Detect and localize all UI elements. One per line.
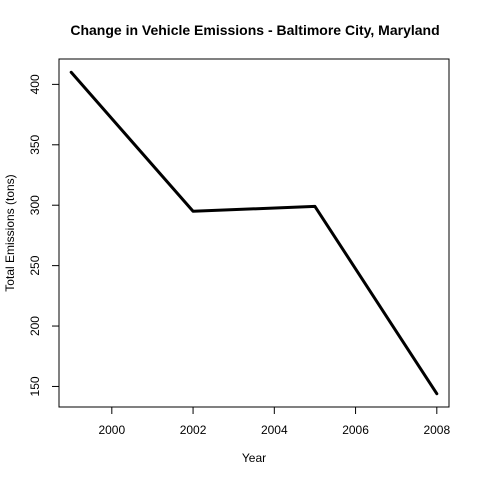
y-axis: 150 200 250 300 350 400 (28, 74, 59, 396)
y-tick-label: 400 (28, 74, 42, 94)
x-axis-label: Year (242, 451, 266, 465)
plot-area-frame (58, 58, 450, 408)
x-tick-label: 2002 (180, 423, 207, 437)
x-tick-label: 2008 (423, 423, 450, 437)
x-axis: 2000 2002 2004 2006 2008 (98, 407, 450, 437)
emissions-series-line (69, 70, 439, 396)
y-tick-label: 150 (28, 376, 42, 396)
x-tick-label: 2004 (261, 423, 288, 437)
x-tick-label: 2000 (98, 423, 125, 437)
x-tick-label: 2006 (342, 423, 369, 437)
y-tick-label: 350 (28, 134, 42, 154)
y-tick-label: 300 (28, 195, 42, 215)
y-tick-label: 250 (28, 255, 42, 275)
y-axis-label: Total Emissions (tons) (3, 174, 17, 291)
y-tick-label: 200 (28, 316, 42, 336)
chart-title: Change in Vehicle Emissions - Baltimore … (70, 22, 439, 38)
